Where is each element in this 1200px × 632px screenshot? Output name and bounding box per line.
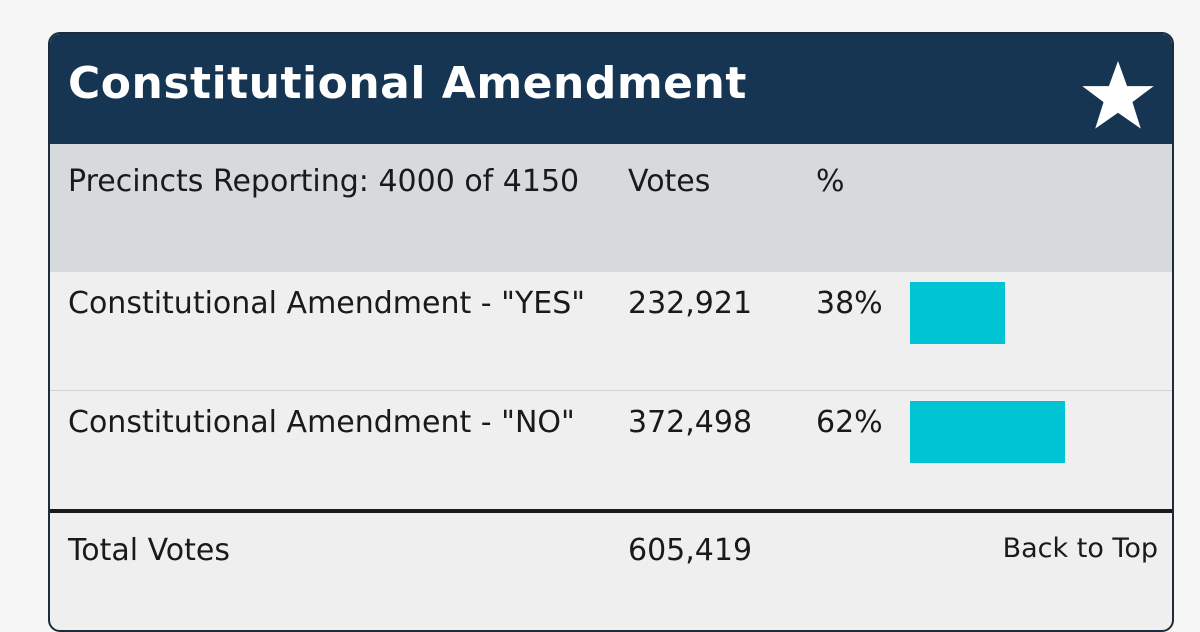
percent-column-header: %	[816, 164, 845, 199]
total-votes-value: 605,419	[628, 533, 753, 568]
choice-votes: 372,498	[628, 405, 753, 440]
choice-name: Constitutional Amendment - "YES"	[68, 286, 586, 321]
table-footer: Total Votes 605,419 Back to Top	[50, 513, 1172, 603]
table-header: Precincts Reporting: 4000 of 4150 Votes …	[50, 144, 1172, 272]
card-header: Constitutional Amendment	[50, 34, 1172, 144]
choice-percent: 38%	[816, 286, 883, 321]
back-to-top-link[interactable]: Back to Top	[1002, 533, 1158, 564]
precincts-reporting: Precincts Reporting: 4000 of 4150	[68, 164, 580, 199]
table-row: Constitutional Amendment - "NO" 372,498 …	[50, 391, 1172, 513]
star-icon[interactable]	[1080, 58, 1156, 134]
votes-column-header: Votes	[628, 164, 711, 199]
vote-share-bar	[910, 401, 1065, 463]
choice-votes: 232,921	[628, 286, 753, 321]
total-votes-label: Total Votes	[68, 533, 230, 568]
vote-share-bar	[910, 282, 1005, 344]
choice-percent: 62%	[816, 405, 883, 440]
table-row: Constitutional Amendment - "YES" 232,921…	[50, 272, 1172, 391]
choice-name: Constitutional Amendment - "NO"	[68, 405, 575, 440]
card-title: Constitutional Amendment	[68, 58, 747, 109]
results-card: Constitutional Amendment Precincts Repor…	[48, 32, 1174, 632]
